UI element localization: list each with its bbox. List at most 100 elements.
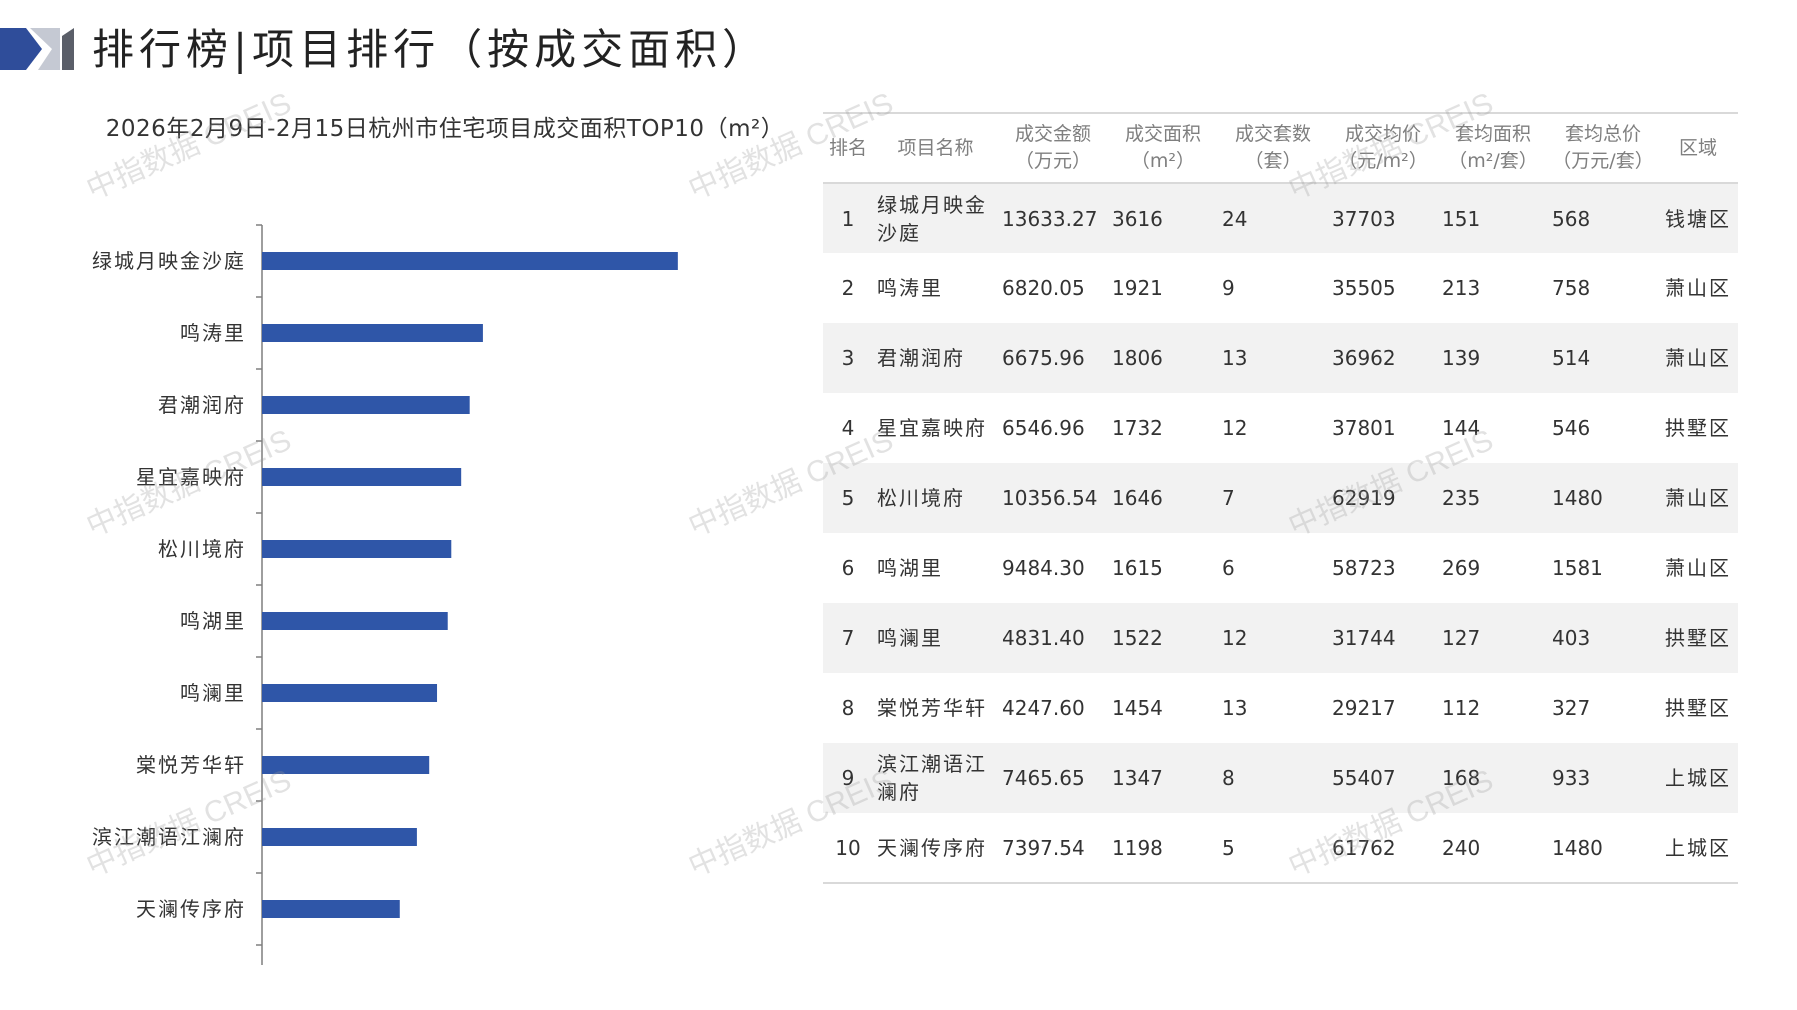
cell-district: 萧山区 bbox=[1665, 486, 1731, 510]
cell-rank: 10 bbox=[835, 835, 861, 860]
header-project-name: 项目名称 bbox=[897, 136, 974, 159]
cell-project-name: 绿城月映金沙庭 bbox=[877, 192, 987, 245]
header-avg-total: 套均总价 （万元/套） bbox=[1552, 123, 1654, 172]
cell-district: 拱墅区 bbox=[1665, 416, 1731, 440]
cell-amount: 7465.65 bbox=[1002, 766, 1085, 790]
cell-avg-price: 62919 bbox=[1332, 486, 1396, 510]
cell-project-name: 君潮润府 bbox=[877, 346, 965, 370]
bar bbox=[262, 612, 448, 630]
cell-amount: 13633.27 bbox=[1002, 206, 1098, 231]
cell-project-name: 星宜嘉映府 bbox=[877, 416, 987, 440]
category-label: 鸣涛里 bbox=[180, 321, 246, 345]
cell-avg-price: 36962 bbox=[1332, 346, 1396, 370]
cell-amount: 6546.96 bbox=[1002, 416, 1085, 440]
header-district: 区域 bbox=[1678, 136, 1717, 159]
cell-avg-area: 151 bbox=[1442, 206, 1481, 231]
header-amount: 成交金额 （万元） bbox=[1014, 123, 1091, 172]
cell-project-name: 天澜传序府 bbox=[877, 835, 987, 860]
bar bbox=[262, 900, 400, 918]
bar bbox=[262, 540, 452, 558]
cell-avg-area: 168 bbox=[1442, 766, 1481, 790]
cell-units: 12 bbox=[1222, 626, 1248, 650]
cell-rank: 1 bbox=[841, 206, 855, 231]
table-row: 1 绿城月映金沙庭 13633.27 3616 24 37703 151 568 钱塘区 bbox=[823, 183, 1738, 253]
cell-units: 12 bbox=[1222, 416, 1248, 440]
cell-avg-total: 1581 bbox=[1552, 556, 1603, 580]
cell-rank: 7 bbox=[841, 626, 855, 650]
table-row: 8 棠悦芳华轩 4247.60 1454 13 29217 112 327 拱墅区 bbox=[823, 673, 1738, 743]
cell-avg-area: 213 bbox=[1442, 276, 1481, 300]
bar bbox=[262, 756, 430, 774]
category-label: 君潮润府 bbox=[158, 393, 246, 417]
cell-avg-total: 758 bbox=[1552, 276, 1591, 300]
cell-rank: 9 bbox=[841, 766, 855, 790]
table-row: 9 滨江潮语江澜府 7465.65 1347 8 55407 168 933 上城区 bbox=[823, 743, 1738, 813]
category-label: 鸣湖里 bbox=[180, 609, 246, 633]
table-row: 10 天澜传序府 7397.54 1198 5 61762 240 1480 上城区 bbox=[823, 813, 1738, 883]
cell-avg-total: 327 bbox=[1552, 696, 1591, 720]
cell-area: 1921 bbox=[1112, 276, 1163, 300]
cell-rank: 8 bbox=[841, 696, 855, 720]
cell-avg-total: 514 bbox=[1552, 346, 1591, 370]
cell-district: 上城区 bbox=[1665, 835, 1731, 860]
cell-rank: 6 bbox=[841, 556, 855, 580]
cell-avg-total: 568 bbox=[1552, 206, 1591, 231]
bar bbox=[262, 396, 470, 414]
cell-units: 8 bbox=[1222, 766, 1235, 790]
cell-area: 1806 bbox=[1112, 346, 1163, 370]
cell-units: 13 bbox=[1222, 346, 1248, 370]
cell-avg-price: 37801 bbox=[1332, 416, 1396, 440]
bar bbox=[262, 828, 417, 846]
cell-avg-price: 29217 bbox=[1332, 696, 1396, 720]
cell-project-name: 鸣涛里 bbox=[877, 276, 943, 300]
cell-project-name: 松川境府 bbox=[877, 486, 965, 510]
cell-avg-total: 403 bbox=[1552, 626, 1591, 650]
cell-rank: 5 bbox=[841, 486, 855, 510]
category-label: 棠悦芳华轩 bbox=[136, 753, 246, 777]
cell-avg-area: 112 bbox=[1442, 696, 1481, 720]
cell-rank: 2 bbox=[841, 276, 855, 300]
page-title: 排行榜|项目排行（按成交面积） bbox=[92, 25, 770, 74]
cell-units: 24 bbox=[1222, 206, 1248, 231]
bar bbox=[262, 468, 462, 486]
bar bbox=[262, 684, 438, 702]
cell-amount: 6820.05 bbox=[1002, 276, 1085, 300]
cell-amount: 7397.54 bbox=[1002, 835, 1085, 860]
table-row: 3 君潮润府 6675.96 1806 13 36962 139 514 萧山区 bbox=[823, 323, 1738, 393]
category-label: 绿城月映金沙庭 bbox=[92, 249, 246, 273]
header-avg-price: 成交均价 （元/m²） bbox=[1338, 123, 1428, 172]
cell-avg-area: 240 bbox=[1442, 835, 1481, 860]
cell-avg-price: 58723 bbox=[1332, 556, 1396, 580]
table-row: 6 鸣湖里 9484.30 1615 6 58723 269 1581 萧山区 bbox=[823, 533, 1738, 603]
category-label: 松川境府 bbox=[158, 537, 246, 561]
cell-avg-price: 37703 bbox=[1332, 206, 1396, 231]
cell-units: 9 bbox=[1222, 276, 1235, 300]
cell-district: 萧山区 bbox=[1665, 276, 1731, 300]
cell-district: 拱墅区 bbox=[1665, 626, 1731, 650]
table-header-row: 排名 项目名称 成交金额 （万元） 成交面积 （m²） 成交套数 （套） 成交均价 （元/… bbox=[823, 113, 1738, 183]
cell-area: 1347 bbox=[1112, 766, 1163, 790]
cell-avg-total: 933 bbox=[1552, 766, 1591, 790]
cell-avg-price: 61762 bbox=[1332, 835, 1396, 860]
cell-avg-total: 1480 bbox=[1552, 835, 1603, 860]
cell-avg-area: 144 bbox=[1442, 416, 1481, 440]
cell-project-name: 棠悦芳华轩 bbox=[877, 696, 987, 720]
cell-avg-area: 269 bbox=[1442, 556, 1481, 580]
cell-district: 拱墅区 bbox=[1665, 696, 1731, 720]
cell-units: 6 bbox=[1222, 556, 1235, 580]
cell-avg-area: 235 bbox=[1442, 486, 1481, 510]
table-row: 4 星宜嘉映府 6546.96 1732 12 37801 144 546 拱墅区 bbox=[823, 393, 1738, 463]
cell-district: 上城区 bbox=[1665, 766, 1731, 790]
cell-rank: 4 bbox=[841, 416, 855, 440]
category-label: 天澜传序府 bbox=[136, 897, 246, 921]
cell-units: 5 bbox=[1222, 835, 1235, 860]
cell-area: 1198 bbox=[1112, 835, 1163, 860]
chart-title: 2026年2月9日-2月15日杭州市住宅项目成交面积TOP10（m²） bbox=[105, 116, 785, 142]
cell-avg-total: 1480 bbox=[1552, 486, 1603, 510]
cell-project-name: 鸣澜里 bbox=[877, 626, 943, 650]
cell-avg-area: 139 bbox=[1442, 346, 1481, 370]
cell-avg-price: 55407 bbox=[1332, 766, 1396, 790]
cell-amount: 4247.60 bbox=[1002, 696, 1085, 720]
cell-avg-total: 546 bbox=[1552, 416, 1591, 440]
cell-area: 1454 bbox=[1112, 696, 1163, 720]
